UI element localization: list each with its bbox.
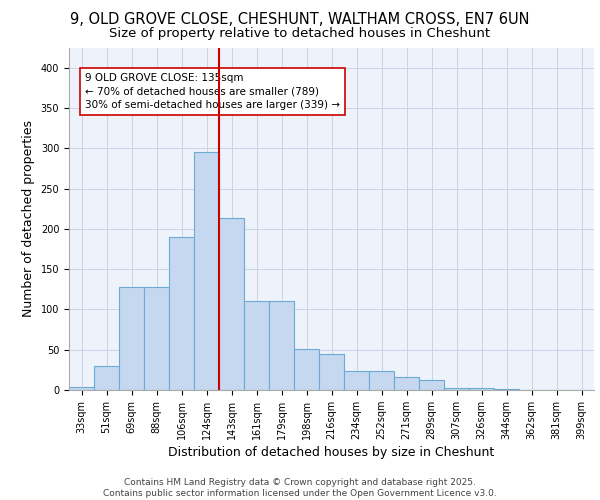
X-axis label: Distribution of detached houses by size in Cheshunt: Distribution of detached houses by size …	[169, 446, 494, 459]
Bar	[169, 237, 194, 390]
Text: 9, OLD GROVE CLOSE, CHESHUNT, WALTHAM CROSS, EN7 6UN: 9, OLD GROVE CLOSE, CHESHUNT, WALTHAM CR…	[70, 12, 530, 28]
Bar	[469, 388, 494, 390]
Bar	[119, 287, 144, 390]
Bar	[394, 377, 419, 390]
Text: Size of property relative to detached houses in Cheshunt: Size of property relative to detached ho…	[109, 28, 491, 40]
Text: 9 OLD GROVE CLOSE: 135sqm
← 70% of detached houses are smaller (789)
30% of semi: 9 OLD GROVE CLOSE: 135sqm ← 70% of detac…	[85, 74, 340, 110]
Bar	[269, 302, 294, 390]
Bar	[494, 389, 519, 390]
Bar	[294, 349, 319, 390]
Bar	[194, 152, 219, 390]
Bar	[369, 372, 394, 390]
Bar	[444, 388, 469, 390]
Bar	[419, 380, 444, 390]
Text: Contains HM Land Registry data © Crown copyright and database right 2025.
Contai: Contains HM Land Registry data © Crown c…	[103, 478, 497, 498]
Bar	[94, 366, 119, 390]
Bar	[319, 354, 344, 390]
Y-axis label: Number of detached properties: Number of detached properties	[22, 120, 35, 318]
Bar	[69, 387, 94, 390]
Bar	[219, 218, 244, 390]
Bar	[244, 302, 269, 390]
Bar	[144, 287, 169, 390]
Bar	[344, 372, 369, 390]
